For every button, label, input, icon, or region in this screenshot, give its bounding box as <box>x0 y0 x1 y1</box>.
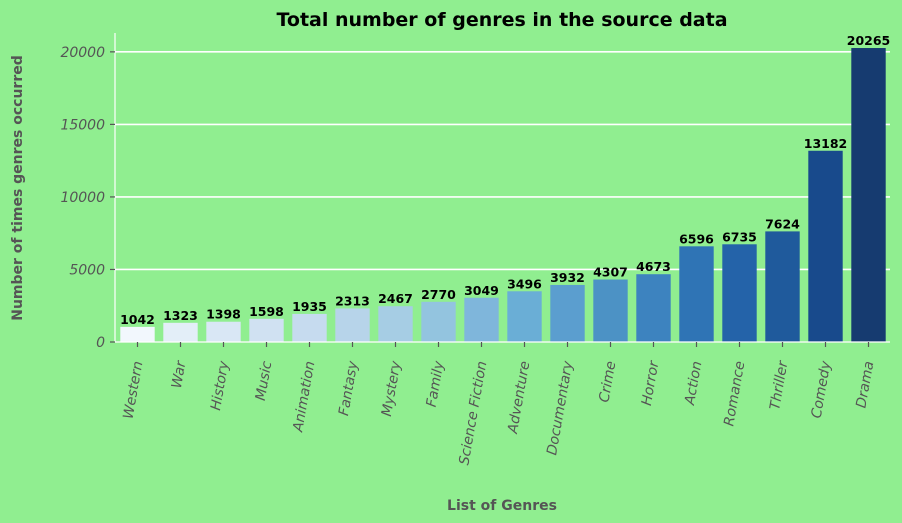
y-tick-label: 5000 <box>69 262 105 278</box>
data-label: 2770 <box>421 287 456 302</box>
value-labels: 1042 1323 1398 1598 1935 2313 2467 2770 3049 3496… <box>120 33 890 327</box>
data-label: 2467 <box>378 291 413 306</box>
x-tick-label: Animation <box>290 360 318 434</box>
bar <box>679 246 714 342</box>
x-tick-label: Documentary <box>544 359 576 456</box>
data-label: 4673 <box>636 259 671 274</box>
x-tick-label: Mystery <box>379 359 405 417</box>
x-tick-label: Thriller <box>767 359 792 411</box>
x-tick-label: Science Fiction <box>456 360 490 466</box>
data-label: 7624 <box>765 216 800 231</box>
data-label: 6596 <box>679 231 714 246</box>
data-label: 6735 <box>722 229 757 244</box>
x-tick-label: Music <box>253 360 276 402</box>
data-label: 1042 <box>120 312 155 327</box>
bar <box>851 48 886 342</box>
bar <box>464 297 499 342</box>
bar <box>163 322 198 342</box>
bar <box>808 150 843 342</box>
y-tick-label: 20000 <box>60 45 105 61</box>
y-tick-label: 15000 <box>60 117 105 133</box>
bar <box>378 306 413 342</box>
gridlines <box>115 51 890 271</box>
y-tick-label: 10000 <box>60 190 105 206</box>
x-tick-label: War <box>169 359 190 390</box>
x-axis-label: List of Genres <box>447 498 557 514</box>
data-label: 3932 <box>550 270 585 285</box>
data-label: 1398 <box>206 307 241 322</box>
x-tick-label: Drama <box>853 360 877 409</box>
x-tick-label: Adventure <box>505 360 534 436</box>
chart-title: Total number of genres in the source dat… <box>276 9 727 31</box>
x-ticks: Western War History Music Animation Fantasy My… <box>121 342 877 466</box>
bar <box>722 244 757 342</box>
x-tick-label: Action <box>682 360 706 407</box>
x-tick-label: Family <box>424 359 448 408</box>
bar <box>550 284 585 342</box>
data-label: 13182 <box>804 136 848 151</box>
x-tick-label: Romance <box>721 360 748 427</box>
bars <box>120 48 886 342</box>
x-tick-label: History <box>208 359 233 412</box>
data-label: 3049 <box>464 283 499 298</box>
bar <box>593 279 628 342</box>
axes <box>114 33 890 343</box>
bar <box>507 291 542 342</box>
bar <box>249 318 284 342</box>
bar <box>335 308 370 342</box>
x-tick-label: Comedy <box>809 359 835 419</box>
y-tick-label: 0 <box>96 335 105 351</box>
data-label: 3496 <box>507 276 542 291</box>
data-label: 1598 <box>249 304 284 319</box>
data-label: 1935 <box>292 299 327 314</box>
bar <box>421 301 456 342</box>
data-label: 20265 <box>847 33 891 48</box>
y-ticks: 0 5000 10000 15000 20000 <box>60 45 115 351</box>
x-tick-label: Fantasy <box>336 359 361 417</box>
bar <box>765 231 800 342</box>
data-label: 1323 <box>163 308 198 323</box>
bar <box>292 313 327 342</box>
x-tick-label: Western <box>121 360 147 420</box>
data-label: 4307 <box>593 265 628 280</box>
data-label: 2313 <box>335 293 370 308</box>
x-tick-label: Crime <box>596 360 619 404</box>
bar <box>206 321 241 342</box>
bar <box>636 274 671 342</box>
x-tick-label: Horror <box>639 359 663 407</box>
bar <box>120 326 155 342</box>
y-axis-label: Number of times genres occurred <box>10 55 26 321</box>
